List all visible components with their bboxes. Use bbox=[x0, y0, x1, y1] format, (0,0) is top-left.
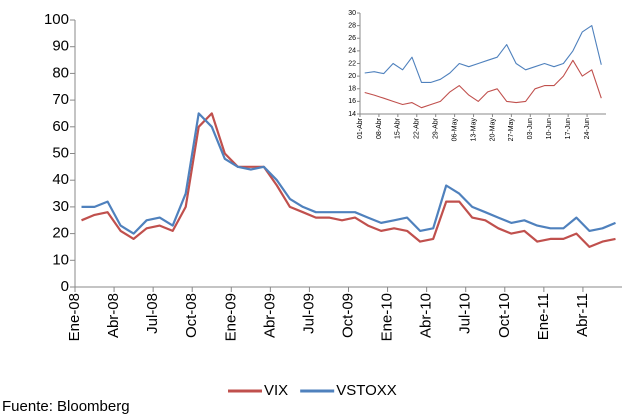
legend-label: VIX bbox=[264, 382, 288, 399]
inset-chart: 14 16 18 20 22 24 26 28 30 01-Abr 08-Abr 15-Abr 22-A… bbox=[326, 4, 622, 156]
y-tick-label: 30 bbox=[348, 10, 356, 17]
source-note: Fuente: Bloomberg bbox=[2, 398, 130, 415]
x-tick-label: 27-May bbox=[508, 118, 515, 142]
y-tick-label: 26 bbox=[348, 35, 356, 42]
x-tick-label: Abr-09 bbox=[261, 293, 278, 338]
y-tick-label: 16 bbox=[348, 98, 356, 105]
y-tick-label: 22 bbox=[348, 60, 356, 67]
y-tick-label: 90 bbox=[52, 38, 69, 55]
x-tick-label: 08-Abr bbox=[376, 117, 383, 139]
x-tick-label: 10-Jun bbox=[546, 118, 553, 140]
y-tick-label: 28 bbox=[348, 22, 356, 29]
y-tick-label: 100 bbox=[44, 11, 69, 28]
x-tick-label: Ene-11 bbox=[535, 293, 552, 340]
x-tick-label: 03-Jun bbox=[527, 118, 534, 140]
legend-label: VSTOXX bbox=[336, 382, 397, 399]
y-tick-label: 0 bbox=[61, 278, 69, 295]
y-tick-label: 70 bbox=[52, 91, 69, 108]
y-tick-label: 20 bbox=[52, 225, 69, 242]
y-tick-label: 40 bbox=[52, 171, 69, 188]
y-tick-label: 24 bbox=[348, 48, 356, 55]
series-line bbox=[81, 112, 616, 235]
y-tick-label: 30 bbox=[52, 198, 69, 215]
x-tick-label: Oct-09 bbox=[339, 293, 356, 338]
x-tick-label: Ene-08 bbox=[66, 293, 83, 341]
y-tick-label: 80 bbox=[52, 64, 69, 81]
x-tick-label: 17-Jun bbox=[565, 118, 572, 140]
x-tick-label: Jul-10 bbox=[457, 293, 474, 334]
x-tick-label: Abr-10 bbox=[418, 293, 435, 338]
x-tick-label: Jul-08 bbox=[144, 293, 161, 334]
y-tick-label: 14 bbox=[348, 111, 356, 118]
y-tick-label: 10 bbox=[52, 251, 69, 268]
x-tick-label: Jul-09 bbox=[300, 293, 317, 334]
series-line bbox=[364, 59, 602, 109]
x-tick-label: Ene-09 bbox=[222, 293, 239, 341]
x-tick-label: 20-May bbox=[489, 118, 496, 142]
series-line bbox=[364, 25, 602, 83]
y-tick-label: 50 bbox=[52, 144, 69, 161]
main-chart: 0 10 20 30 40 50 60 70 80 90 100 Ene-08 Abr-08 Jul-08… bbox=[2, 11, 622, 415]
x-tick-label: 13-May bbox=[470, 118, 477, 142]
x-tick-label: 15-Abr bbox=[395, 117, 402, 139]
x-tick-label: Oct-08 bbox=[183, 293, 200, 338]
series-line bbox=[81, 112, 616, 248]
y-tick-label: 20 bbox=[348, 73, 356, 80]
x-tick-label: 01-Abr bbox=[357, 117, 364, 139]
x-tick-label: Abr-08 bbox=[105, 293, 122, 338]
y-tick-label: 18 bbox=[348, 86, 356, 93]
y-tick-label: 60 bbox=[52, 118, 69, 135]
x-tick-label: 22-Abr bbox=[414, 117, 421, 139]
x-tick-label: Abr-11 bbox=[574, 293, 591, 337]
x-tick-label: Oct-10 bbox=[496, 293, 513, 338]
x-tick-label: Ene-10 bbox=[379, 293, 396, 341]
x-tick-label: 29-Abr bbox=[433, 117, 440, 139]
x-tick-label: 24-Jun bbox=[584, 118, 591, 140]
x-tick-label: 06-May bbox=[451, 118, 458, 142]
inset-background bbox=[326, 4, 622, 156]
